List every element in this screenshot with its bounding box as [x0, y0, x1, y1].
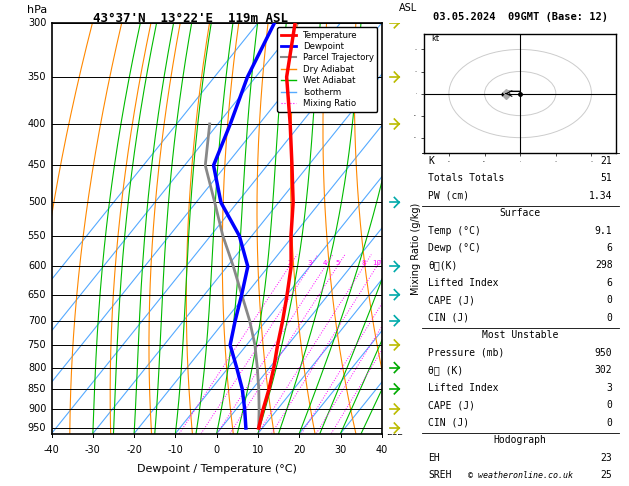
Text: 6: 6	[606, 278, 613, 288]
Text: Lifted Index: Lifted Index	[428, 383, 498, 393]
Text: -20: -20	[126, 445, 142, 455]
Text: K: K	[428, 156, 434, 166]
Text: θᴇ(K): θᴇ(K)	[428, 260, 457, 271]
Text: Pressure (mb): Pressure (mb)	[428, 348, 504, 358]
Legend: Temperature, Dewpoint, Parcel Trajectory, Dry Adiabat, Wet Adiabat, Isotherm, Mi: Temperature, Dewpoint, Parcel Trajectory…	[277, 27, 377, 111]
Text: 800: 800	[28, 363, 47, 373]
Text: 950: 950	[28, 423, 47, 433]
Text: 40: 40	[376, 445, 388, 455]
Text: 30: 30	[335, 445, 347, 455]
Text: Temp (°C): Temp (°C)	[428, 226, 481, 236]
Text: -3: -3	[386, 316, 396, 326]
Text: 850: 850	[28, 384, 47, 394]
Text: -40: -40	[43, 445, 60, 455]
Text: SREH: SREH	[428, 470, 452, 481]
Text: -10: -10	[167, 445, 183, 455]
Text: 350: 350	[28, 72, 47, 82]
Text: 6: 6	[606, 243, 613, 253]
Text: 0: 0	[606, 418, 613, 428]
Text: 2: 2	[287, 260, 291, 266]
Text: Mixing Ratio (g/kg): Mixing Ratio (g/kg)	[411, 203, 421, 295]
Text: Lifted Index: Lifted Index	[428, 278, 498, 288]
Text: 700: 700	[28, 316, 47, 326]
Text: 9.1: 9.1	[595, 226, 613, 236]
Text: Surface: Surface	[499, 208, 541, 218]
Text: Dewpoint / Temperature (°C): Dewpoint / Temperature (°C)	[136, 464, 297, 474]
Text: 450: 450	[28, 160, 47, 171]
Text: 43°37'N  13°22'E  119m ASL: 43°37'N 13°22'E 119m ASL	[92, 12, 288, 25]
Text: 10: 10	[372, 260, 381, 266]
Text: EH: EH	[428, 453, 440, 463]
Text: Dewp (°C): Dewp (°C)	[428, 243, 481, 253]
Text: 21: 21	[601, 156, 613, 166]
Text: 0: 0	[214, 445, 220, 455]
Text: kt: kt	[431, 34, 439, 43]
Text: 3: 3	[606, 383, 613, 393]
Text: 0: 0	[606, 313, 613, 323]
Text: LCL: LCL	[386, 428, 402, 436]
Text: 4: 4	[323, 260, 327, 266]
Text: θᴇ (K): θᴇ (K)	[428, 365, 463, 376]
Text: Totals Totals: Totals Totals	[428, 173, 504, 183]
Text: -7: -7	[386, 119, 396, 129]
Text: 25: 25	[601, 470, 613, 481]
Text: CAPE (J): CAPE (J)	[428, 400, 475, 411]
Text: 900: 900	[28, 404, 47, 414]
Text: 5: 5	[335, 260, 340, 266]
Text: 51: 51	[601, 173, 613, 183]
Text: 10: 10	[252, 445, 264, 455]
Text: 600: 600	[28, 261, 47, 272]
Text: CIN (J): CIN (J)	[428, 313, 469, 323]
Text: 500: 500	[28, 197, 47, 208]
Text: 400: 400	[28, 119, 47, 129]
Text: CIN (J): CIN (J)	[428, 418, 469, 428]
Text: -2: -2	[386, 363, 396, 373]
Text: 0: 0	[606, 400, 613, 411]
Text: 950: 950	[595, 348, 613, 358]
Text: -30: -30	[85, 445, 101, 455]
Text: 20: 20	[293, 445, 306, 455]
Text: hPa: hPa	[27, 5, 47, 15]
Text: Hodograph: Hodograph	[494, 435, 547, 446]
Text: 0: 0	[606, 295, 613, 306]
Text: -5: -5	[386, 197, 396, 208]
Text: 300: 300	[28, 18, 47, 28]
Text: © weatheronline.co.uk: © weatheronline.co.uk	[468, 471, 572, 480]
Text: 23: 23	[601, 453, 613, 463]
Text: 8: 8	[362, 260, 366, 266]
Text: 650: 650	[28, 290, 47, 299]
Text: -4: -4	[386, 261, 396, 272]
Text: -1: -1	[386, 404, 396, 414]
Text: 3: 3	[308, 260, 312, 266]
Text: 1.34: 1.34	[589, 191, 613, 201]
Text: 03.05.2024  09GMT (Base: 12): 03.05.2024 09GMT (Base: 12)	[433, 12, 608, 22]
Text: 750: 750	[28, 340, 47, 350]
Text: Most Unstable: Most Unstable	[482, 330, 559, 341]
Text: 302: 302	[595, 365, 613, 376]
Text: 298: 298	[595, 260, 613, 271]
Text: 550: 550	[28, 231, 47, 241]
Text: km
ASL: km ASL	[399, 0, 418, 13]
Text: CAPE (J): CAPE (J)	[428, 295, 475, 306]
Text: PW (cm): PW (cm)	[428, 191, 469, 201]
Text: -6: -6	[386, 160, 396, 171]
